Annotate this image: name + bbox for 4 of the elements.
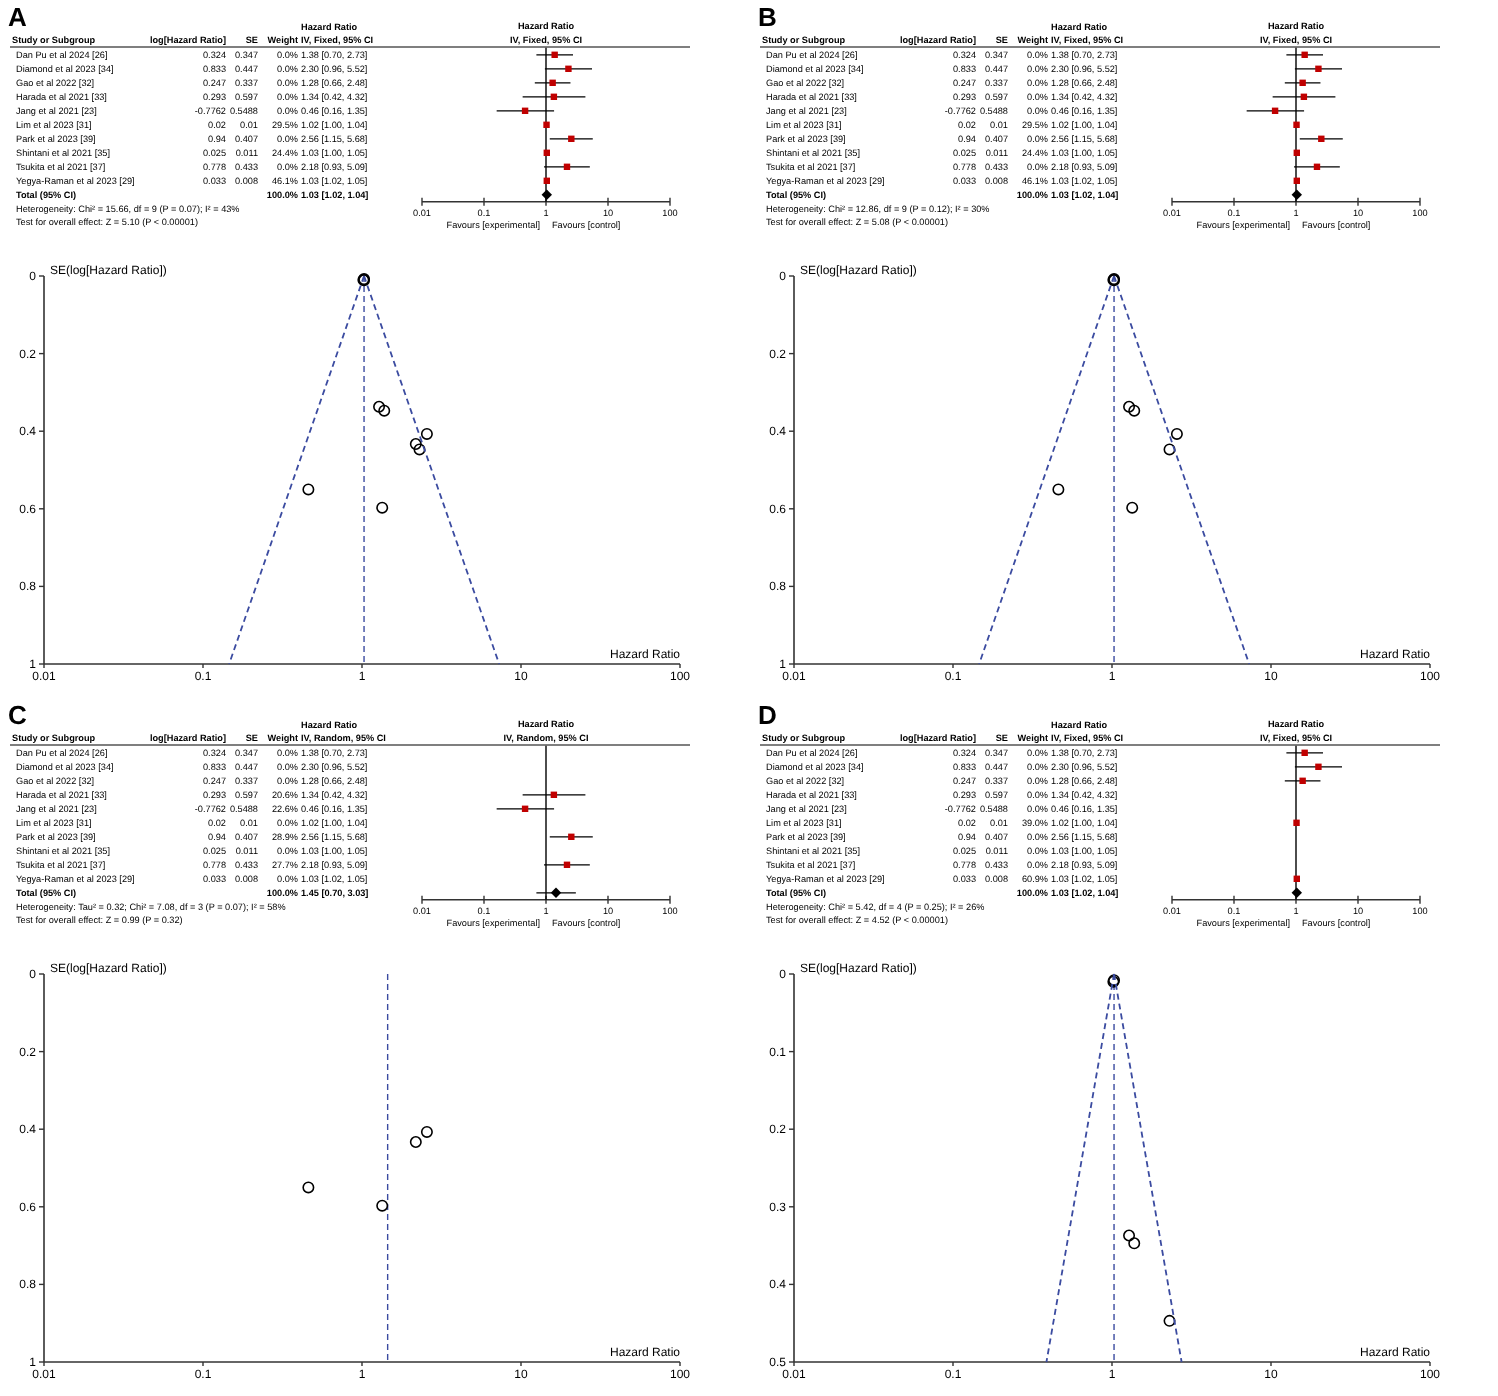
text: B — [758, 2, 777, 32]
text: D — [758, 700, 777, 730]
text: C — [8, 700, 28, 730]
text: A — [8, 2, 28, 32]
